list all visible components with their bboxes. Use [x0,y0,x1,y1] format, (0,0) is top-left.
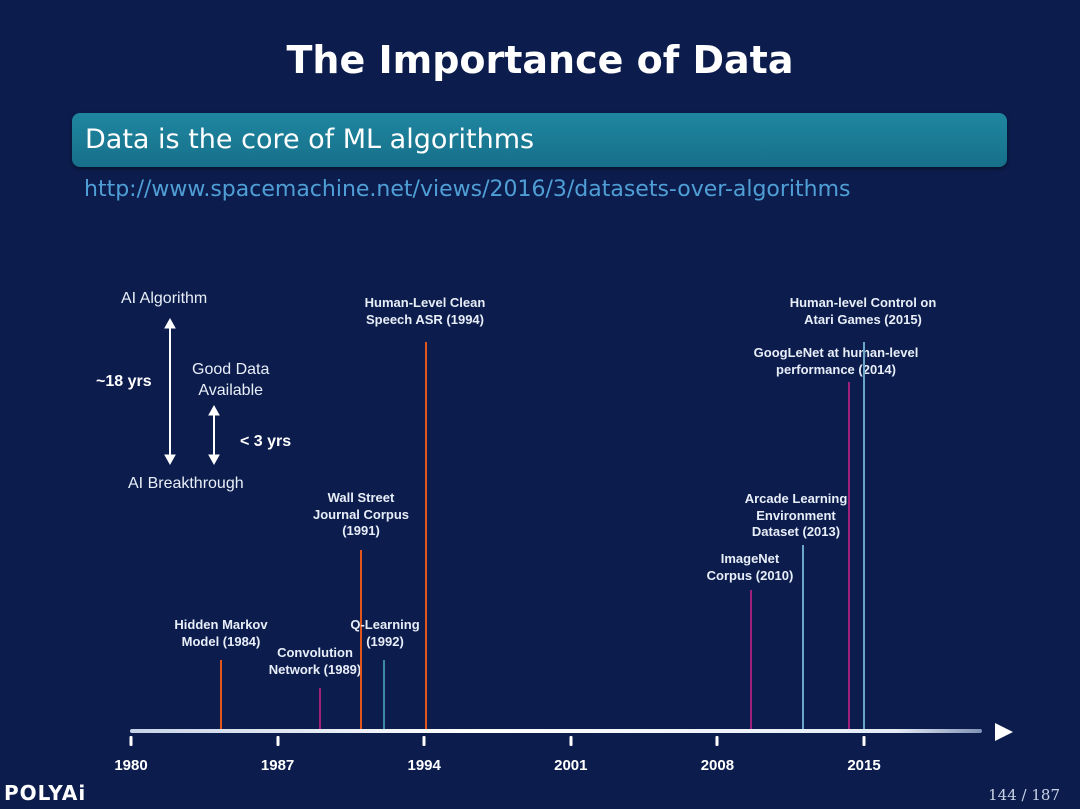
axis-tick [715,736,719,746]
legend-good-data-line1: Good Data [192,361,270,378]
event-label-2013: Arcade Learning Environment Dataset (2013) [745,491,848,541]
event-label-1994: Human-Level Clean Speech ASR (1994) [365,295,486,328]
event-label-line: Network (1989) [268,661,362,677]
slide-title: The Importance of Data [286,38,794,82]
legend-ai-algorithm: AI Algorithm [121,290,208,307]
long-double-arrow-icon [164,317,176,466]
event-label-1992: Q-Learning (1992) [350,617,419,650]
axis-tick [862,736,866,746]
event-label-line: Speech ASR (1994) [365,311,484,327]
axis-tick [129,736,133,746]
event-label-1989: Convolution Network (1989) [269,645,361,678]
legend-good-data: Good Data Available [192,359,269,401]
axis-arrow-icon [995,723,1013,741]
event-label-line: Convolution [277,645,353,660]
event-label-line: Environment [756,507,836,523]
axis-tick-label: 2001 [554,757,588,774]
event-label-line: Hidden Markov [174,617,268,632]
event-line-1989 [319,688,321,731]
timeline-axis [130,729,982,733]
short-gap-label: < 3 yrs [240,433,292,450]
axis-tick-label: 2008 [700,757,735,774]
event-label-line: Corpus (2010) [706,567,794,583]
axis-tick-label: 1994 [407,757,441,774]
event-line-2013 [802,545,804,731]
polyai-logo: POLYAi [4,781,87,805]
event-label-line: Journal Corpus [312,506,410,522]
event-label-2015: Human-level Control on Atari Games (2015) [790,295,937,328]
axis-tick-label: 2015 [847,757,881,774]
event-label-line: Q-Learning [350,617,420,632]
axis-tick [422,736,426,746]
page-number: 144 / 187 [988,786,1060,804]
event-line-2015 [863,342,865,731]
event-line-1994 [425,342,427,731]
banner-text: Data is the core of ML algorithms [85,124,535,155]
event-line-2010 [750,590,752,731]
axis-tick-label: 1980 [114,757,148,774]
legend-arrows [164,317,220,466]
event-label-line: Wall Street [327,490,395,505]
event-line-1991 [360,550,362,731]
legend-good-data-line2: Available [198,382,264,399]
event-line-2014 [848,382,850,731]
section-banner: Data is the core of ML algorithms [72,113,1007,167]
axis-tick [569,736,573,746]
event-label-line: performance (2014) [776,361,896,377]
event-label-line: Human-Level Clean [364,295,486,310]
axis-tick [276,736,280,746]
event-label-line: GoogLeNet at human-level [753,345,919,360]
short-double-arrow-icon [208,404,220,466]
event-label-line: ImageNet [720,551,780,566]
event-label-line: Model (1984) [181,633,261,649]
event-label-line: (1992) [366,633,404,649]
event-line-1992 [383,660,385,731]
legend-ai-breakthrough: AI Breakthrough [128,475,244,492]
event-line-1984 [220,660,222,731]
axis-tick-label: 1987 [260,757,295,774]
event-label-line: Atari Games (2015) [804,311,922,327]
event-label-2010: ImageNet Corpus (2010) [707,551,794,584]
long-gap-label: ~18 yrs [96,373,152,390]
event-label-line: Arcade Learning [744,491,848,506]
event-label-1991: Wall Street Journal Corpus (1991) [313,490,409,540]
event-label-1984: Hidden Markov Model (1984) [174,617,267,650]
source-link[interactable]: http://www.spacemachine.net/views/2016/3… [84,177,851,202]
event-label-line: Human-level Control on [789,295,937,310]
event-label-line: Dataset (2013) [751,524,841,539]
event-label-2014: GoogLeNet at human-level performance (201… [754,345,919,378]
event-label-line: (1991) [342,523,380,538]
